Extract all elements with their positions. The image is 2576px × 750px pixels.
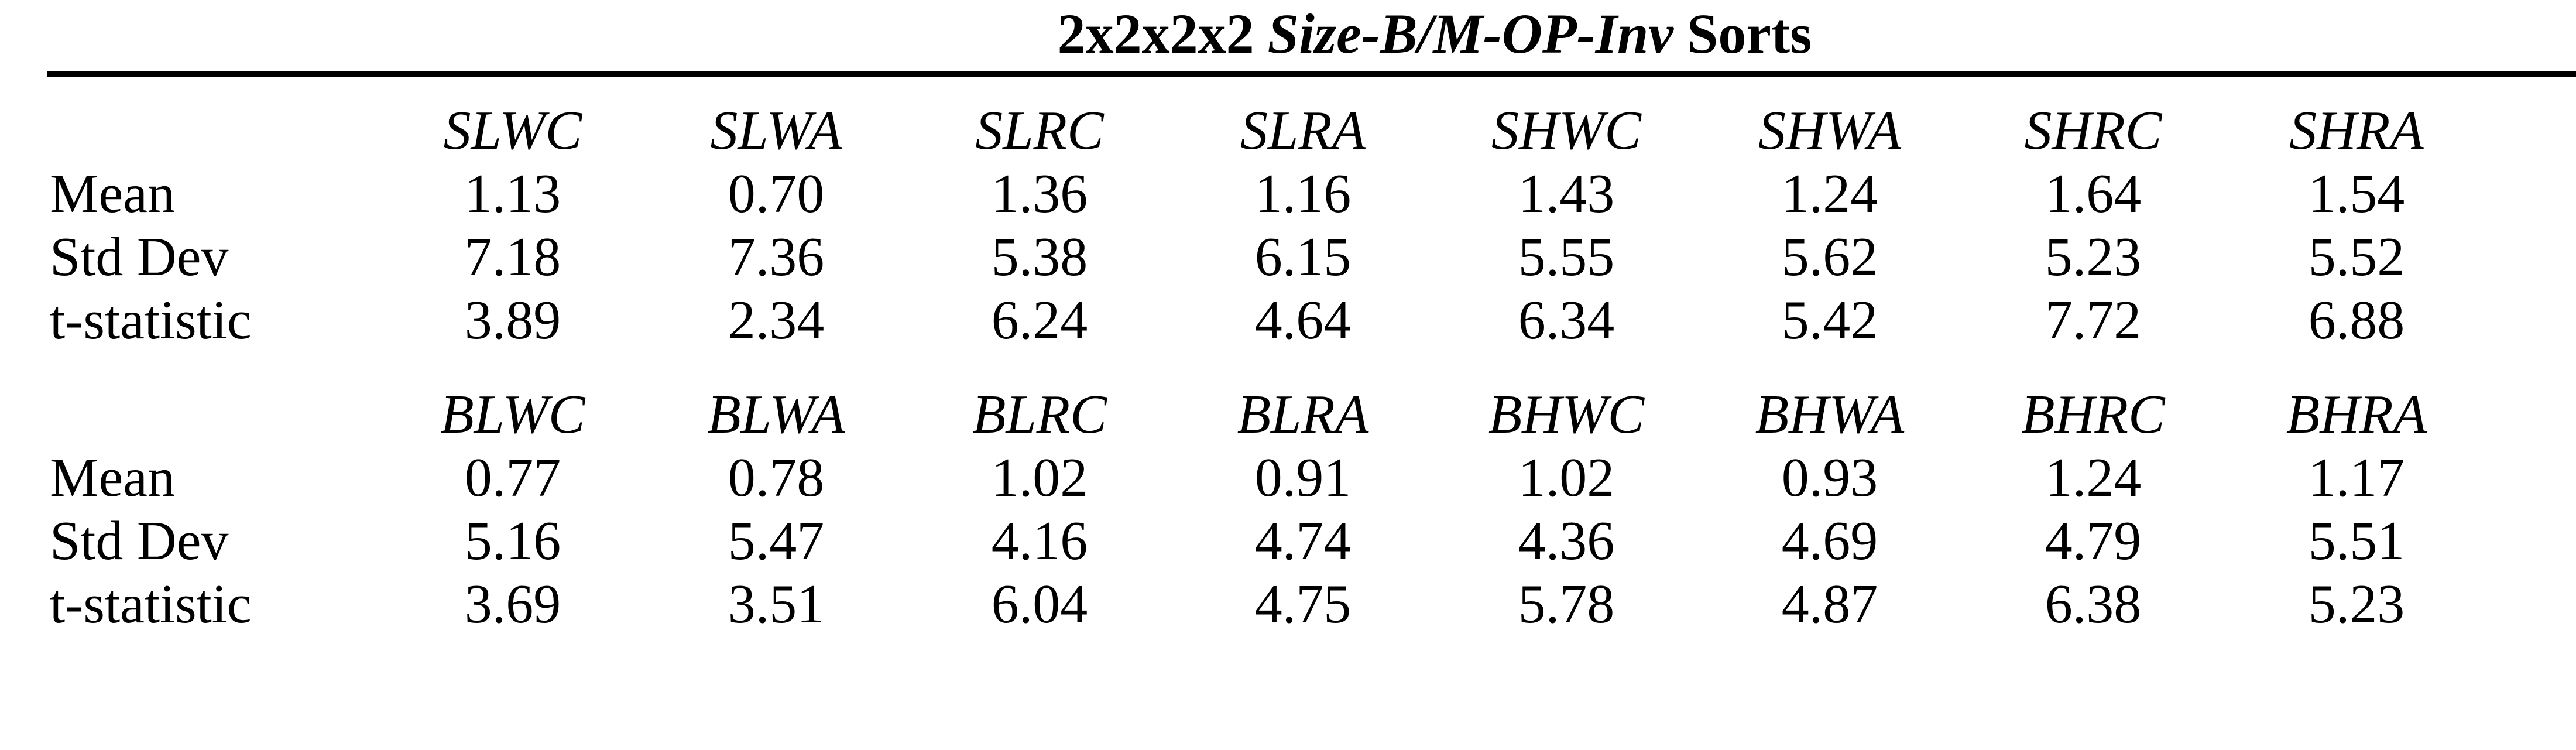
table-cell: 4.79 [2045, 511, 2142, 571]
column-header-shwa: SHWA [1758, 100, 1902, 161]
table-cell: 6.88 [2308, 290, 2405, 351]
table-cell: 5.47 [728, 511, 825, 571]
column-header-blra: BLRA [1237, 384, 1369, 445]
table-cell: 3.51 [728, 574, 825, 635]
row-label-mean: Mean [50, 447, 176, 508]
table-cell: 4.69 [1781, 511, 1878, 571]
small-portfolios-panel: SLWC SLWA SLRC SLRA SHWC SHWA SHRC SHRA … [47, 99, 2488, 352]
table-cell: 1.16 [1254, 163, 1352, 224]
table-cell: 3.69 [464, 574, 561, 635]
table-cell: 6.04 [991, 574, 1088, 635]
table-cell: 1.54 [2308, 163, 2405, 224]
column-header-blwa: BLWA [707, 384, 845, 445]
table-cell: 5.23 [2308, 574, 2405, 635]
table-cell: 4.64 [1254, 290, 1352, 351]
table-cell: 0.77 [464, 447, 561, 508]
row-label-std-dev: Std Dev [50, 511, 229, 571]
table-cell: 5.38 [991, 227, 1088, 287]
table-cell: 0.93 [1781, 447, 1878, 508]
big-portfolios-panel: BLWC BLWA BLRC BLRA BHWC BHWA BHRC BHRA … [47, 383, 2488, 636]
column-header-shwc: SHWC [1491, 100, 1641, 161]
column-header-blwc: BLWC [440, 384, 585, 445]
table-cell: 6.38 [2045, 574, 2142, 635]
table-title: 2x2x2x2 Size-B/M-OP-Inv Sorts [381, 2, 2488, 65]
table-cell: 1.36 [991, 163, 1088, 224]
row-label-t-statistic: t-statistic [50, 574, 252, 635]
table-cell: 2.34 [728, 290, 825, 351]
horizontal-rule [47, 71, 2576, 77]
table-cell: 4.75 [1254, 574, 1352, 635]
table-cell: 1.17 [2308, 447, 2405, 508]
column-header-bhra: BHRA [2286, 384, 2427, 445]
table-cell: 5.23 [2045, 227, 2142, 287]
table-cell: 7.36 [728, 227, 825, 287]
table-cell: 5.55 [1518, 227, 1615, 287]
table-cell: 5.62 [1781, 227, 1878, 287]
header-spacer [47, 99, 381, 162]
column-header-bhwc: BHWC [1488, 384, 1645, 445]
table-cell: 7.72 [2045, 290, 2142, 351]
table-cell: 5.51 [2308, 511, 2405, 571]
table-cell: 1.02 [991, 447, 1088, 508]
table-cell: 0.91 [1254, 447, 1352, 508]
table-cell: 4.16 [991, 511, 1088, 571]
header-spacer [47, 383, 381, 446]
table-cell: 5.16 [464, 511, 561, 571]
row-label-mean: Mean [50, 163, 176, 224]
column-header-bhrc: BHRC [2021, 384, 2165, 445]
table-cell: 5.52 [2308, 227, 2405, 287]
table-cell: 6.15 [1254, 227, 1352, 287]
column-header-slwc: SLWC [443, 100, 582, 161]
table-cell: 0.70 [728, 163, 825, 224]
column-header-blrc: BLRC [972, 384, 1107, 445]
table-title-sort-variables: Size-B/M-OP-Inv [1267, 2, 1673, 65]
table-cell: 1.02 [1518, 447, 1615, 508]
column-header-slra: SLRA [1240, 100, 1366, 161]
table-cell: 3.89 [464, 290, 561, 351]
table-cell: 1.24 [2045, 447, 2142, 508]
table-cell: 5.42 [1781, 290, 1878, 351]
table-cell: 4.36 [1518, 511, 1615, 571]
table-cell: 7.18 [464, 227, 561, 287]
row-label-std-dev: Std Dev [50, 227, 229, 287]
table-cell: 4.74 [1254, 511, 1352, 571]
table-cell: 1.24 [1781, 163, 1878, 224]
table-cell: 4.87 [1781, 574, 1878, 635]
table-cell: 6.24 [991, 290, 1088, 351]
table-title-suffix: Sorts [1687, 2, 1812, 65]
table-cell: 5.78 [1518, 574, 1615, 635]
column-header-slwa: SLWA [710, 100, 842, 161]
table-cell: 6.34 [1518, 290, 1615, 351]
table-cell: 1.64 [2045, 163, 2142, 224]
table-cell: 1.43 [1518, 163, 1615, 224]
column-header-bhwa: BHWA [1755, 384, 1905, 445]
table-cell: 0.78 [728, 447, 825, 508]
table-title-prefix: 2x2x2x2 [1057, 2, 1254, 65]
row-label-t-statistic: t-statistic [50, 290, 252, 351]
column-header-slrc: SLRC [975, 100, 1104, 161]
table-cell: 1.13 [464, 163, 561, 224]
column-header-shra: SHRA [2289, 100, 2424, 161]
column-header-shrc: SHRC [2024, 100, 2162, 161]
